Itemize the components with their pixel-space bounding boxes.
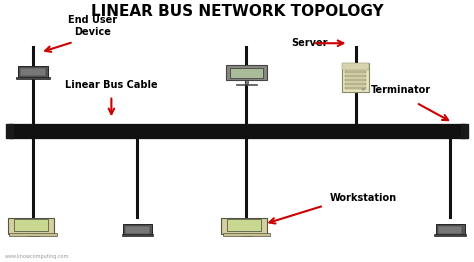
Bar — [236, 84, 257, 85]
Bar — [27, 234, 39, 236]
Bar — [241, 234, 252, 236]
Bar — [345, 71, 366, 73]
Bar — [125, 226, 150, 234]
Bar — [438, 226, 463, 234]
Bar — [245, 80, 248, 84]
Text: Terminator: Terminator — [371, 85, 430, 95]
FancyBboxPatch shape — [223, 233, 270, 236]
Bar — [18, 66, 48, 78]
Bar — [345, 79, 366, 81]
Text: LINEAR BUS NETWORK TOPOLOGY: LINEAR BUS NETWORK TOPOLOGY — [91, 4, 383, 19]
Bar — [461, 124, 467, 138]
Bar — [122, 234, 153, 236]
Circle shape — [362, 89, 365, 90]
FancyBboxPatch shape — [8, 217, 54, 234]
Bar — [14, 219, 48, 231]
FancyBboxPatch shape — [9, 233, 57, 236]
Text: Server: Server — [292, 38, 328, 48]
Bar — [345, 83, 366, 85]
Bar — [17, 77, 50, 79]
Bar — [227, 219, 261, 231]
Bar — [226, 65, 267, 80]
Text: Workstation: Workstation — [329, 193, 397, 203]
Bar — [123, 224, 152, 235]
Text: Linear Bus Cable: Linear Bus Cable — [65, 80, 158, 90]
Bar — [345, 75, 366, 77]
Bar — [230, 68, 263, 78]
Bar — [342, 63, 369, 70]
Bar — [342, 63, 369, 92]
Text: www.knowcomputing.com: www.knowcomputing.com — [5, 254, 69, 259]
Text: End User
Device: End User Device — [68, 15, 117, 37]
FancyBboxPatch shape — [221, 217, 267, 234]
Bar — [435, 234, 466, 236]
Bar — [20, 68, 46, 77]
Bar — [345, 87, 366, 89]
Bar — [436, 224, 465, 235]
Bar — [7, 124, 13, 138]
